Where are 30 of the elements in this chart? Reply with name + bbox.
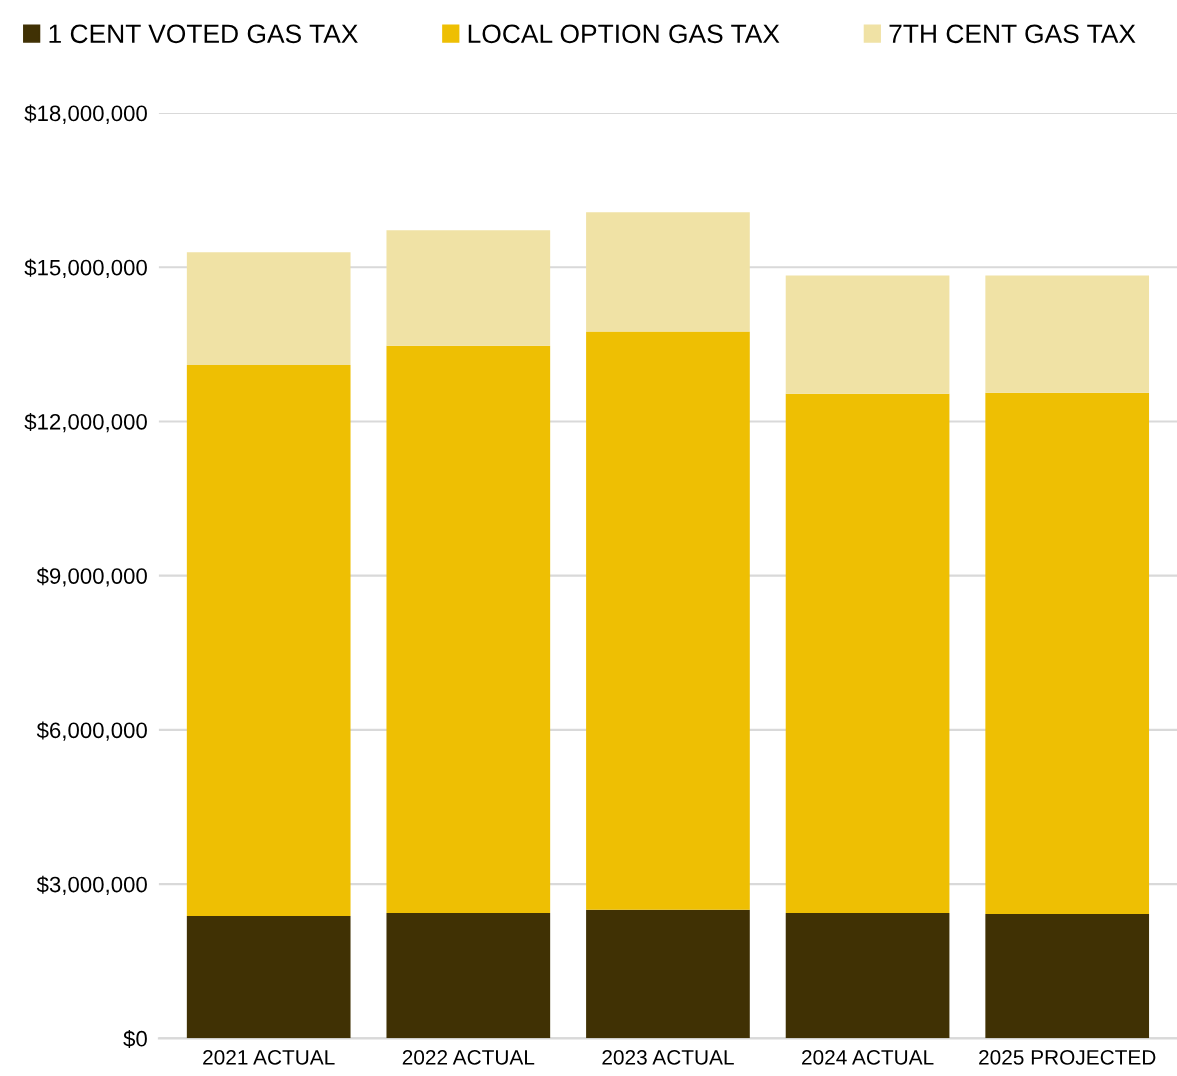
x-tick-label: 2025 PROJECTED <box>979 1050 1156 1065</box>
bar <box>386 345 551 913</box>
bar <box>586 909 750 1039</box>
x-tick-label: 2021 ACTUAL <box>203 1050 335 1065</box>
legend-label: 7TH CENT GAS TAX <box>889 24 1136 44</box>
y-tick-label: $9,000,000 <box>36 567 147 587</box>
x-tick-label: 2023 ACTUAL <box>602 1050 734 1065</box>
bar <box>985 913 1150 1039</box>
bar <box>186 915 351 1039</box>
bar <box>785 393 950 913</box>
bar <box>985 392 1150 914</box>
bar <box>186 364 351 916</box>
y-tick-label: $0 <box>123 1029 147 1048</box>
x-tick-label: 2022 ACTUAL <box>402 1050 535 1065</box>
legend-label: 1 CENT VOTED GAS TAX <box>49 24 358 44</box>
bar <box>386 230 551 346</box>
bar <box>785 275 950 394</box>
bar <box>586 212 750 332</box>
bar <box>186 252 351 365</box>
y-tick-label: $15,000,000 <box>24 258 147 279</box>
legend-label: LOCAL OPTION GAS TAX <box>468 24 780 44</box>
bar <box>386 912 551 1039</box>
bar <box>985 275 1150 393</box>
y-tick-label: $6,000,000 <box>36 721 147 741</box>
x-tick-label: 2024 ACTUAL <box>802 1050 934 1065</box>
y-tick-label: $18,000,000 <box>24 104 147 124</box>
y-tick-label: $3,000,000 <box>36 875 147 896</box>
bar <box>586 331 750 910</box>
bar <box>785 912 950 1039</box>
y-tick-label: $12,000,000 <box>24 413 147 433</box>
